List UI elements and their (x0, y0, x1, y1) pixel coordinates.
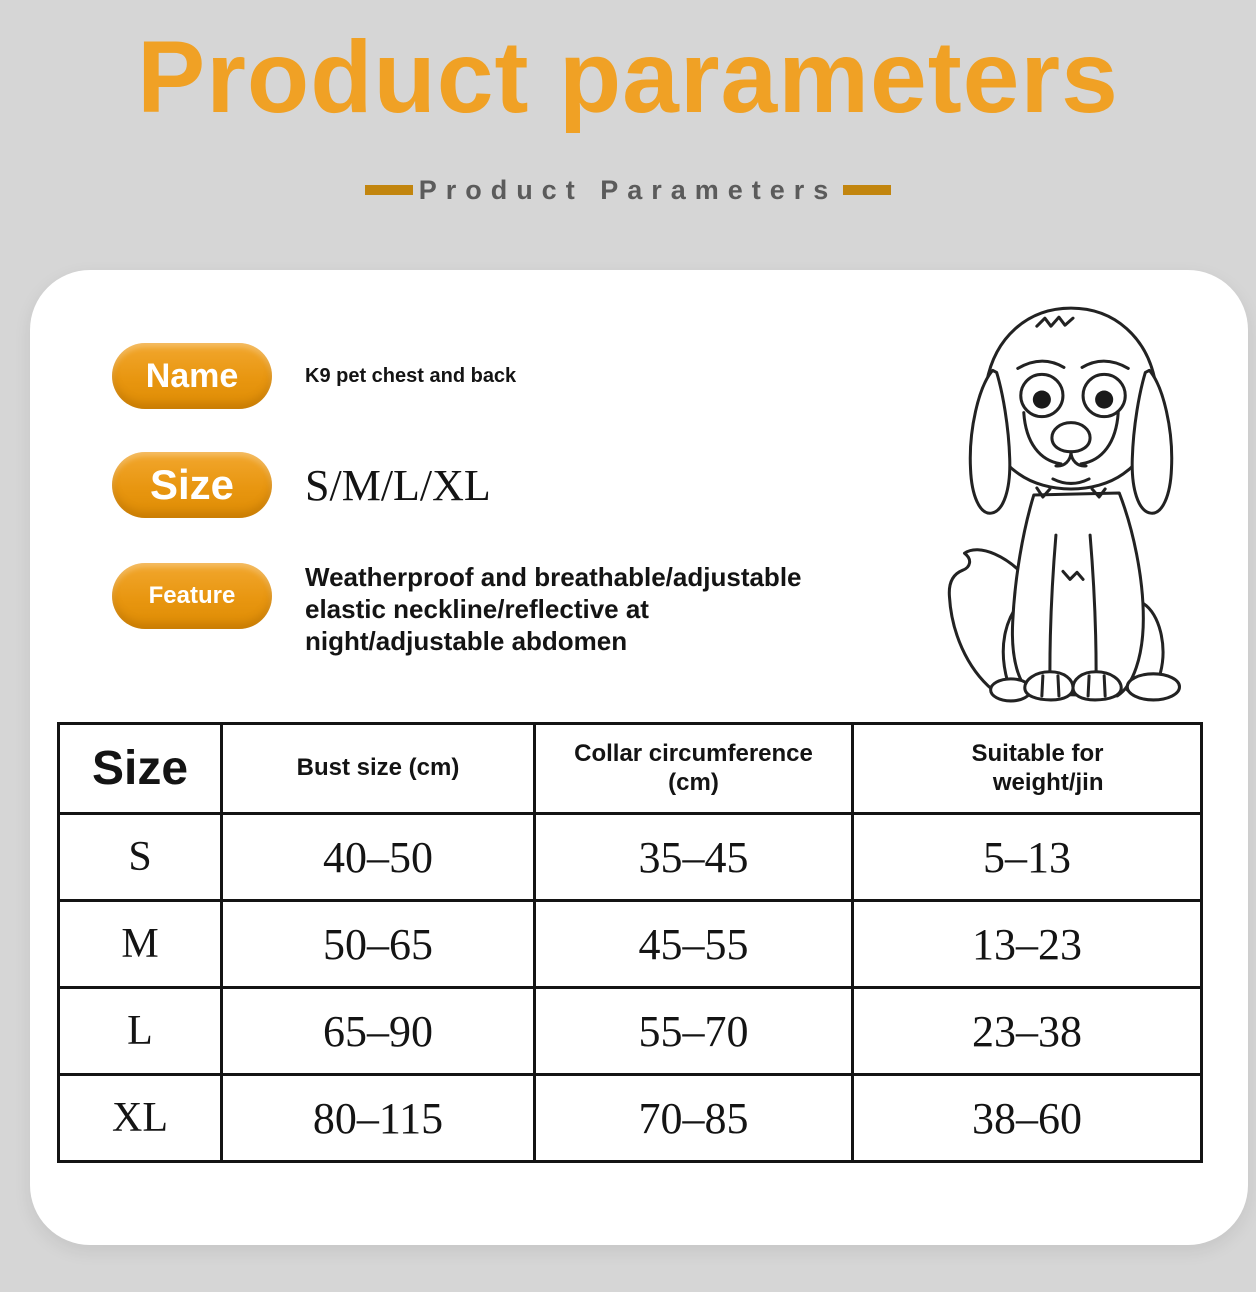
subtitle-dash-right (843, 185, 892, 195)
cell-collar: 45–55 (533, 899, 854, 989)
table-row-l: L 65–90 55–70 23–38 (57, 986, 1203, 1076)
cell-bust: 80–115 (220, 1073, 536, 1163)
feature-pill-label: Feature (148, 582, 236, 609)
dog-pupil-right (1095, 390, 1114, 409)
column-header-bust: Bust size (cm) (220, 722, 536, 815)
dog-front-paw-right (1071, 670, 1123, 702)
dog-pupil-left (1032, 390, 1051, 409)
dog-front-leg-left (1048, 533, 1058, 674)
subtitle-row: Product Parameters (0, 172, 1256, 208)
feature-pill: Feature (112, 563, 272, 629)
size-pill-label: Size (149, 461, 235, 508)
dog-rear-paw-right (1125, 672, 1182, 702)
size-pill: Size (112, 452, 272, 518)
dog-ear-left (968, 368, 1012, 515)
dog-body (1010, 491, 1145, 698)
table-row-m: M 50–65 45–55 13–23 (57, 899, 1203, 989)
feature-value: Weatherproof and breathable/adjustable e… (305, 561, 802, 657)
name-pill-label: Name (145, 356, 239, 395)
subtitle-dash-left (364, 185, 413, 195)
dog-jowl-right (1079, 411, 1120, 466)
product-info-card: Name K9 pet chest and back Size S/M/L/XL… (30, 270, 1248, 1245)
cell-size: M (57, 899, 223, 989)
table-row-s: S 40–50 35–45 5–13 (57, 812, 1203, 902)
dog-jowl-left (1022, 411, 1063, 466)
dog-neck-fluff (1035, 486, 1107, 499)
dog-mouth (1054, 450, 1088, 468)
size-table-header-row: Size Bust size (cm) Collar circumference… (57, 722, 1203, 815)
feature-line-2: elastic neckline/reflective at (305, 594, 649, 624)
column-header-size: Size (57, 722, 223, 815)
column-header-collar: Collar circumference (cm) (533, 722, 854, 815)
page-subtitle: Product Parameters (418, 174, 838, 205)
cell-size: XL (57, 1073, 223, 1163)
cell-bust: 50–65 (220, 899, 536, 989)
dog-front-leg-right (1088, 533, 1098, 674)
size-value: S/M/L/XL (305, 460, 491, 510)
cell-collar: 35–45 (533, 812, 854, 902)
cell-weight: 38–60 (851, 1073, 1203, 1163)
cell-weight: 23–38 (851, 986, 1203, 1076)
page-title: Product parameters (137, 20, 1119, 134)
feature-line-1: Weatherproof and breathable/adjustable (305, 562, 802, 592)
dog-ear-right (1130, 368, 1174, 515)
dog-paw-toes (1040, 674, 1107, 698)
cell-weight: 13–23 (851, 899, 1203, 989)
dog-illustration (947, 306, 1182, 703)
name-value: K9 pet chest and back (305, 364, 517, 387)
cell-weight: 5–13 (851, 812, 1203, 902)
cell-bust: 65–90 (220, 986, 536, 1076)
cell-size: S (57, 812, 223, 902)
cell-size: L (57, 986, 223, 1076)
dog-tail (947, 548, 1033, 696)
dog-brow-left (1016, 359, 1066, 370)
dog-chest-fluff (1061, 569, 1085, 581)
dog-head-tuft (1035, 315, 1075, 328)
column-header-weight: Suitable for weight/jin (851, 722, 1203, 815)
dog-chin (1051, 477, 1091, 485)
dog-front-paw-left (1023, 670, 1075, 702)
cell-bust: 40–50 (220, 812, 536, 902)
cell-collar: 55–70 (533, 986, 854, 1076)
feature-line-3: night/adjustable abdomen (305, 626, 628, 656)
table-row-xl: XL 80–115 70–85 38–60 (57, 1073, 1203, 1163)
dog-nose (1050, 421, 1092, 454)
name-pill: Name (112, 343, 272, 409)
cell-collar: 70–85 (533, 1073, 854, 1163)
size-table: Size Bust size (cm) Collar circumference… (57, 722, 1203, 1163)
dog-brow-right (1080, 359, 1130, 370)
